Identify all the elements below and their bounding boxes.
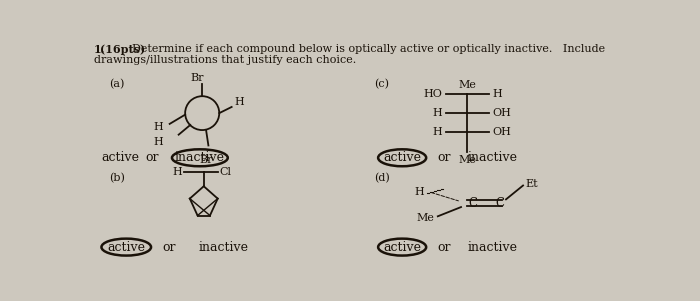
Text: C: C — [495, 197, 504, 210]
Text: HO: HO — [424, 89, 442, 99]
Text: Br: Br — [191, 73, 204, 83]
Text: Me: Me — [416, 213, 435, 223]
Text: H: H — [433, 108, 442, 118]
Text: Cl: Cl — [219, 167, 231, 177]
Text: Me: Me — [458, 156, 476, 166]
Text: active: active — [107, 240, 146, 254]
Text: inactive: inactive — [468, 151, 517, 164]
Text: H: H — [154, 122, 163, 132]
Text: OH: OH — [492, 108, 511, 118]
Text: H: H — [433, 127, 442, 137]
Text: drawings/illustrations that justify each choice.: drawings/illustrations that justify each… — [94, 54, 356, 65]
Text: 1.: 1. — [94, 44, 105, 55]
Text: active: active — [383, 151, 421, 164]
Text: (d): (d) — [374, 173, 390, 184]
Text: active: active — [102, 151, 139, 164]
Text: active: active — [383, 240, 421, 254]
Text: inactive: inactive — [198, 240, 248, 254]
Text: (c): (c) — [374, 79, 389, 89]
Text: Et: Et — [526, 179, 538, 189]
Text: H: H — [234, 97, 244, 107]
Text: or: or — [438, 151, 452, 164]
Text: or: or — [438, 240, 452, 254]
Text: H: H — [415, 187, 425, 197]
Text: H: H — [492, 89, 502, 99]
Text: Determine if each compound below is optically active or optically inactive.   In: Determine if each compound below is opti… — [132, 44, 606, 54]
Text: or: or — [162, 240, 176, 254]
Text: inactive: inactive — [175, 151, 225, 164]
Text: (a): (a) — [109, 79, 125, 89]
Text: Br: Br — [199, 156, 213, 166]
Text: C: C — [468, 197, 477, 210]
Text: OH: OH — [492, 127, 511, 137]
Text: H: H — [154, 137, 163, 147]
Text: Me: Me — [458, 80, 476, 90]
Text: or: or — [146, 151, 159, 164]
Text: (b): (b) — [109, 173, 125, 184]
Text: inactive: inactive — [468, 240, 517, 254]
Text: (16pts): (16pts) — [100, 44, 145, 55]
Text: H: H — [172, 167, 182, 177]
